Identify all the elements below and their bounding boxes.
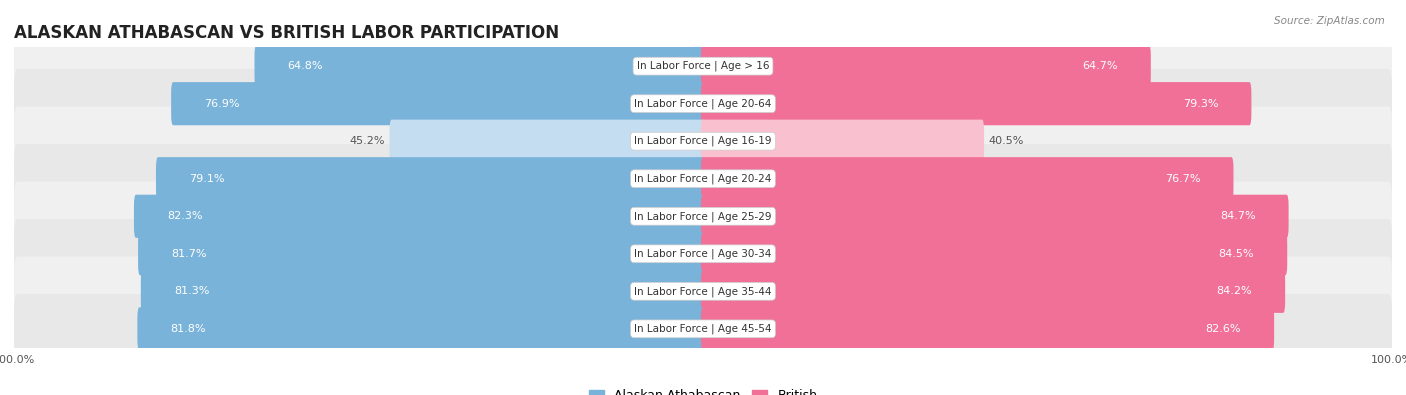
Text: 84.2%: 84.2%: [1216, 286, 1253, 296]
Legend: Alaskan Athabascan, British: Alaskan Athabascan, British: [583, 384, 823, 395]
Text: 82.6%: 82.6%: [1205, 324, 1241, 334]
Text: 64.7%: 64.7%: [1083, 61, 1118, 71]
FancyBboxPatch shape: [702, 45, 1152, 88]
FancyBboxPatch shape: [702, 82, 1251, 125]
FancyBboxPatch shape: [702, 232, 1288, 275]
FancyBboxPatch shape: [14, 182, 1392, 251]
Text: 64.8%: 64.8%: [288, 61, 323, 71]
FancyBboxPatch shape: [138, 232, 704, 275]
FancyBboxPatch shape: [141, 270, 704, 313]
Text: 79.1%: 79.1%: [188, 174, 225, 184]
Text: ALASKAN ATHABASCAN VS BRITISH LABOR PARTICIPATION: ALASKAN ATHABASCAN VS BRITISH LABOR PART…: [14, 24, 560, 42]
FancyBboxPatch shape: [702, 307, 1274, 350]
Text: 84.5%: 84.5%: [1219, 249, 1254, 259]
FancyBboxPatch shape: [702, 270, 1285, 313]
Text: In Labor Force | Age 45-54: In Labor Force | Age 45-54: [634, 324, 772, 334]
Text: 81.3%: 81.3%: [174, 286, 209, 296]
Text: 40.5%: 40.5%: [988, 136, 1025, 146]
FancyBboxPatch shape: [14, 257, 1392, 326]
Text: 45.2%: 45.2%: [349, 136, 385, 146]
Text: In Labor Force | Age 25-29: In Labor Force | Age 25-29: [634, 211, 772, 222]
FancyBboxPatch shape: [134, 195, 704, 238]
Text: In Labor Force | Age 20-64: In Labor Force | Age 20-64: [634, 98, 772, 109]
FancyBboxPatch shape: [702, 195, 1289, 238]
FancyBboxPatch shape: [702, 157, 1233, 200]
Text: 76.9%: 76.9%: [204, 99, 239, 109]
FancyBboxPatch shape: [14, 294, 1392, 363]
Text: In Labor Force | Age 20-24: In Labor Force | Age 20-24: [634, 173, 772, 184]
Text: 81.8%: 81.8%: [170, 324, 205, 334]
FancyBboxPatch shape: [254, 45, 704, 88]
Text: In Labor Force | Age > 16: In Labor Force | Age > 16: [637, 61, 769, 71]
FancyBboxPatch shape: [14, 144, 1392, 213]
FancyBboxPatch shape: [172, 82, 704, 125]
FancyBboxPatch shape: [14, 107, 1392, 176]
FancyBboxPatch shape: [14, 32, 1392, 101]
Text: 76.7%: 76.7%: [1166, 174, 1201, 184]
Text: In Labor Force | Age 35-44: In Labor Force | Age 35-44: [634, 286, 772, 297]
Text: In Labor Force | Age 30-34: In Labor Force | Age 30-34: [634, 248, 772, 259]
Text: 84.7%: 84.7%: [1220, 211, 1256, 221]
FancyBboxPatch shape: [14, 69, 1392, 138]
FancyBboxPatch shape: [389, 120, 704, 163]
Text: In Labor Force | Age 16-19: In Labor Force | Age 16-19: [634, 136, 772, 147]
Text: 82.3%: 82.3%: [167, 211, 202, 221]
Text: Source: ZipAtlas.com: Source: ZipAtlas.com: [1274, 16, 1385, 26]
FancyBboxPatch shape: [702, 120, 984, 163]
Text: 79.3%: 79.3%: [1182, 99, 1219, 109]
FancyBboxPatch shape: [14, 219, 1392, 288]
Text: 81.7%: 81.7%: [172, 249, 207, 259]
FancyBboxPatch shape: [138, 307, 704, 350]
FancyBboxPatch shape: [156, 157, 704, 200]
